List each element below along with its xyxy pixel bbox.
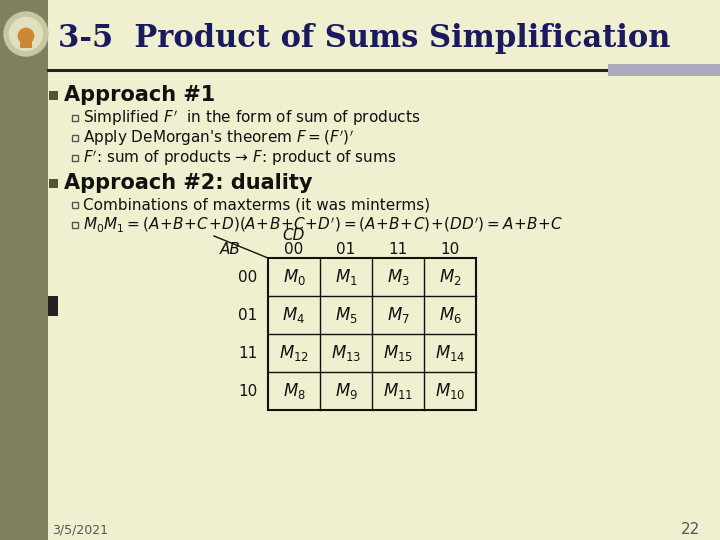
Text: 11: 11 <box>238 346 258 361</box>
Text: $M_{14}$: $M_{14}$ <box>435 343 465 363</box>
Text: $M_{10}$: $M_{10}$ <box>435 381 465 401</box>
Bar <box>0 0 48 540</box>
Bar <box>49 91 58 99</box>
Text: $M_0$: $M_0$ <box>282 267 305 287</box>
Text: $M_{12}$: $M_{12}$ <box>279 343 309 363</box>
Text: $M_3$: $M_3$ <box>387 267 410 287</box>
Bar <box>608 64 720 76</box>
Text: 3/5/2021: 3/5/2021 <box>52 523 108 537</box>
Text: $M_8$: $M_8$ <box>282 381 305 401</box>
Bar <box>48 296 58 316</box>
Text: 3-5  Product of Sums Simplification: 3-5 Product of Sums Simplification <box>58 23 670 53</box>
Text: 01: 01 <box>336 242 356 258</box>
Circle shape <box>9 17 42 51</box>
Circle shape <box>18 28 34 44</box>
Text: Approach #1: Approach #1 <box>64 85 215 105</box>
Text: $M_6$: $M_6$ <box>438 305 462 325</box>
Bar <box>72 115 78 121</box>
Text: 11: 11 <box>388 242 408 258</box>
Bar <box>72 155 78 161</box>
Text: $M_1$: $M_1$ <box>335 267 357 287</box>
Text: $F'$: sum of products → $F$: product of sums: $F'$: sum of products → $F$: product of … <box>83 148 397 168</box>
Text: $M_{13}$: $M_{13}$ <box>331 343 361 363</box>
Bar <box>49 179 58 187</box>
Text: $M_0M_1 = (A\!+\!B\!+\!C\!+\!D)(A\!+\!B\!+\!C\!+\!D') = (A\!+\!B\!+\!C)\!+\!(DD': $M_0M_1 = (A\!+\!B\!+\!C\!+\!D)(A\!+\!B\… <box>83 215 563 234</box>
Text: 10: 10 <box>238 383 258 399</box>
Bar <box>72 135 78 141</box>
Text: 10: 10 <box>441 242 459 258</box>
Text: Simplified $F'$  in the form of sum of products: Simplified $F'$ in the form of sum of pr… <box>83 108 420 128</box>
Text: 00: 00 <box>284 242 304 258</box>
Bar <box>72 222 78 228</box>
Text: 00: 00 <box>238 269 258 285</box>
Text: Combinations of maxterms (it was minterms): Combinations of maxterms (it was minterm… <box>83 198 430 213</box>
Text: $M_{15}$: $M_{15}$ <box>383 343 413 363</box>
Text: $M_2$: $M_2$ <box>438 267 462 287</box>
Text: $M_5$: $M_5$ <box>335 305 357 325</box>
Bar <box>20 42 32 48</box>
Text: $M_7$: $M_7$ <box>387 305 410 325</box>
Circle shape <box>4 12 48 56</box>
Text: $M_9$: $M_9$ <box>335 381 358 401</box>
Text: $M_4$: $M_4$ <box>282 305 305 325</box>
Text: 01: 01 <box>238 307 258 322</box>
Text: $M_{11}$: $M_{11}$ <box>383 381 413 401</box>
Text: Apply DeMorgan's theorem $F = (F')'$: Apply DeMorgan's theorem $F = (F')'$ <box>83 128 354 148</box>
Text: AB: AB <box>220 242 240 258</box>
Bar <box>72 202 78 208</box>
Bar <box>268 258 476 410</box>
Text: 22: 22 <box>680 523 700 537</box>
Text: CD: CD <box>283 228 305 244</box>
Text: Approach #2: duality: Approach #2: duality <box>64 173 312 193</box>
